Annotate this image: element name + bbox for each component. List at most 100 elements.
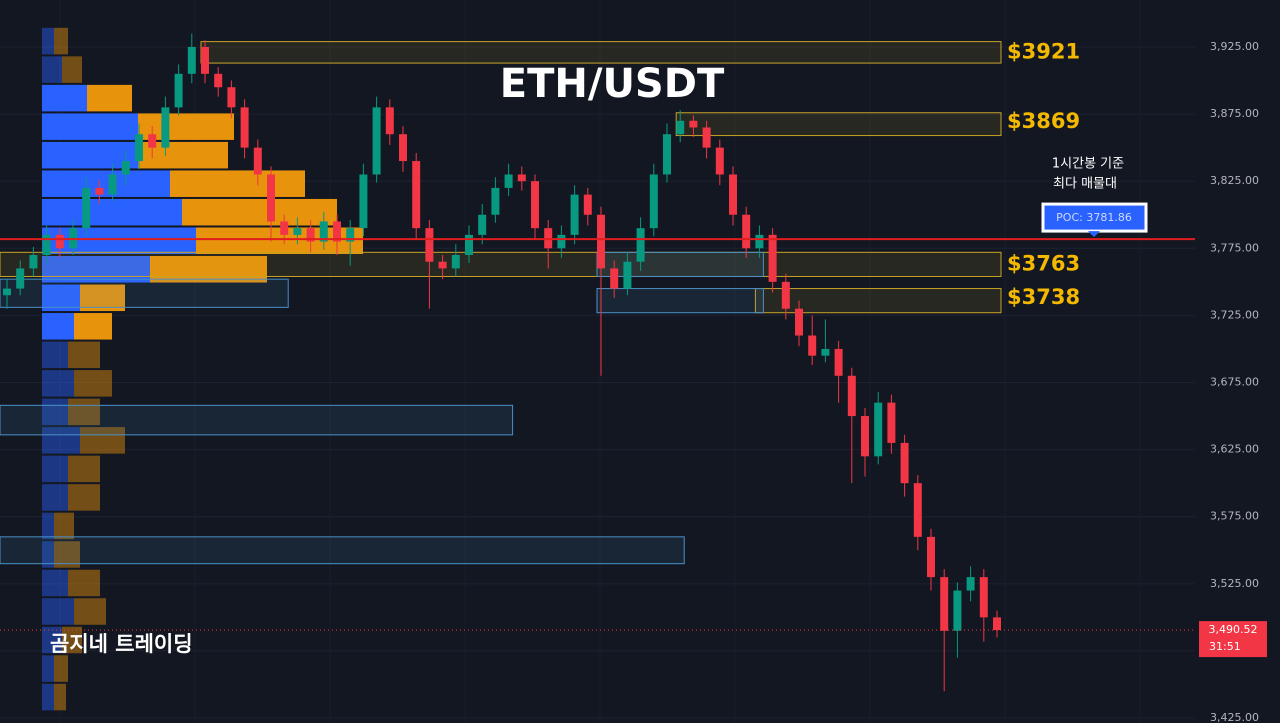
candle-body xyxy=(187,46,196,74)
poc-note: 최다 매물대 xyxy=(1053,177,1117,192)
y-tick-label: 3,575.00 xyxy=(1210,510,1259,523)
candle-body xyxy=(795,308,803,336)
candle-body xyxy=(438,261,447,269)
profile-sell xyxy=(170,170,305,197)
candle-body xyxy=(623,261,632,289)
candle-body xyxy=(478,214,487,235)
zone-label: $3869 xyxy=(1007,109,1080,133)
profile-sell xyxy=(182,198,337,226)
y-tick-label: 3,675.00 xyxy=(1210,376,1259,389)
profile-buy xyxy=(42,626,62,654)
profile-sell xyxy=(68,569,100,597)
candle-body xyxy=(847,375,856,417)
profile-sell xyxy=(68,341,100,369)
candle-body xyxy=(306,228,315,242)
profile-sell xyxy=(54,27,68,55)
candle-body xyxy=(29,255,38,269)
profile-sell xyxy=(54,655,68,682)
candle-body xyxy=(821,348,830,356)
candle-body xyxy=(531,181,539,229)
candle-body xyxy=(913,483,922,537)
y-tick-label: 3,525.00 xyxy=(1210,577,1259,590)
candle-body xyxy=(742,214,751,249)
profile-sell xyxy=(68,455,100,483)
chart-title: ETH/USDT xyxy=(500,61,725,107)
profile-sell xyxy=(54,512,74,540)
candle-body xyxy=(781,281,790,309)
profile-buy xyxy=(42,227,196,255)
price-zone xyxy=(0,404,514,436)
price-zone xyxy=(675,112,1002,137)
candle-body xyxy=(689,120,698,128)
candle-body xyxy=(663,134,671,175)
y-tick-label: 3,875.00 xyxy=(1210,107,1259,120)
candle-body xyxy=(636,228,645,262)
candle-body xyxy=(597,214,605,269)
profile-buy xyxy=(42,655,54,682)
candle-body xyxy=(979,577,988,618)
candle-body xyxy=(729,174,737,215)
price-zone xyxy=(596,288,764,314)
candle-body xyxy=(55,234,64,249)
candle-body xyxy=(570,194,579,235)
candle-body xyxy=(465,234,473,256)
candle-body xyxy=(649,174,658,229)
profile-sell xyxy=(74,370,112,397)
price-zone xyxy=(0,251,1002,277)
profile-buy xyxy=(42,198,182,226)
candle-body xyxy=(451,255,460,269)
candle-body xyxy=(874,402,883,457)
price-zone xyxy=(200,41,1002,64)
candle-body xyxy=(42,234,51,256)
y-tick-label: 3,625.00 xyxy=(1210,443,1259,456)
profile-buy xyxy=(42,569,68,597)
zone-label: $3738 xyxy=(1007,285,1080,309)
profile-sell xyxy=(68,484,100,511)
candle-body xyxy=(834,348,843,376)
profile-buy xyxy=(42,284,80,312)
candle-body xyxy=(715,147,724,175)
candle-body xyxy=(319,221,328,242)
profile-buy xyxy=(42,598,74,625)
zone-label: $3921 xyxy=(1007,39,1080,63)
profile-buy xyxy=(42,313,74,340)
profile-sell xyxy=(74,598,106,625)
candle-body xyxy=(385,107,394,135)
profile-buy xyxy=(42,56,62,83)
candle-body xyxy=(3,288,11,296)
profile-sell xyxy=(68,398,100,426)
poc-note: 1시간봉 기준 xyxy=(1052,157,1124,172)
candle-body xyxy=(227,87,236,108)
y-tick-label: 3,425.00 xyxy=(1210,711,1259,723)
y-tick-label: 3,725.00 xyxy=(1210,308,1259,321)
candle-body xyxy=(161,107,170,148)
candle-body xyxy=(768,234,777,282)
profile-buy xyxy=(42,512,54,540)
profile-sell xyxy=(74,313,112,340)
candle-body xyxy=(121,161,130,175)
candle-body xyxy=(583,194,592,215)
candle-body xyxy=(135,134,143,162)
profile-buy xyxy=(42,27,54,55)
profile-buy xyxy=(42,170,170,197)
y-tick-label: 3,925.00 xyxy=(1210,40,1259,53)
price-zone xyxy=(754,288,1002,314)
candle-body xyxy=(267,174,275,222)
profile-sell xyxy=(80,284,125,312)
candle-body xyxy=(557,234,566,249)
price-zone xyxy=(0,278,289,308)
candle-body xyxy=(359,174,368,229)
candle-body xyxy=(993,617,1001,631)
candle-body xyxy=(861,416,869,457)
candle-body xyxy=(676,120,685,135)
candle-body xyxy=(425,228,434,262)
candle-body xyxy=(148,134,157,148)
candle-body xyxy=(953,590,962,631)
profile-buy xyxy=(42,341,68,369)
profile-sell xyxy=(80,427,125,454)
candle-body xyxy=(504,174,513,188)
candle-body xyxy=(174,73,183,108)
candle-body xyxy=(702,127,711,148)
candle-body xyxy=(927,536,935,578)
